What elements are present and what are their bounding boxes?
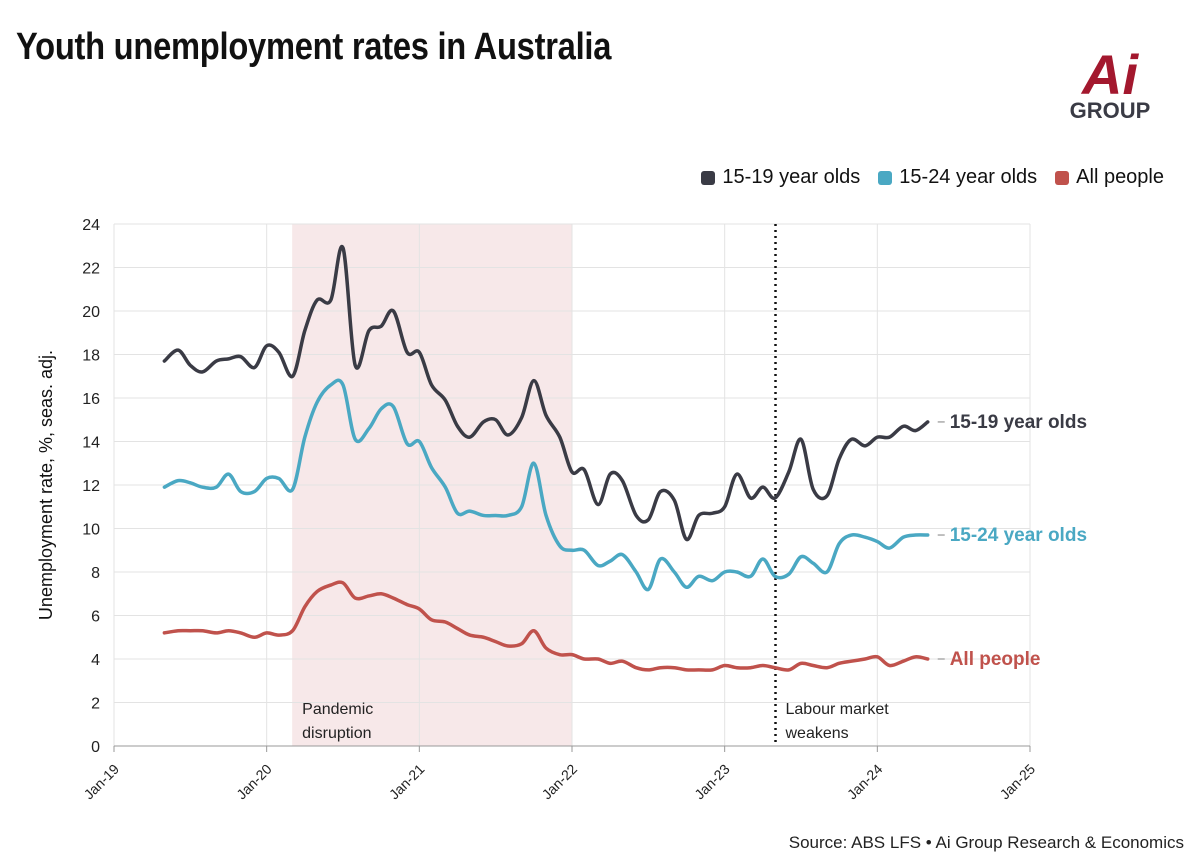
legend-swatch-teens — [701, 170, 716, 185]
x-tick-label: Jan-24 — [844, 761, 886, 803]
x-tick-label: Jan-23 — [691, 761, 733, 803]
y-tick-label: 22 — [82, 261, 100, 278]
x-tick-label: Jan-22 — [539, 761, 581, 803]
legend-item-all: All people — [1055, 166, 1164, 189]
y-tick-label: 18 — [82, 348, 100, 365]
end-label-all: All people — [950, 649, 1041, 670]
logo-group-text: GROUP — [1070, 98, 1150, 123]
legend-swatch-youth — [878, 170, 893, 185]
x-tick-label: Jan-19 — [81, 761, 123, 803]
y-tick-label: 16 — [82, 391, 100, 408]
y-tick-label: 2 — [91, 696, 100, 713]
pandemic-label: Pandemic disruption — [302, 701, 373, 742]
x-tick-label: Jan-21 — [386, 761, 428, 803]
ai-group-logo: Ai GROUP — [1070, 44, 1150, 124]
legend-label-all: All people — [1076, 166, 1164, 188]
end-label-youth: 15-24 year olds — [950, 525, 1087, 546]
legend-item-youth: 15-24 year olds — [878, 166, 1037, 189]
chart-title: Youth unemployment rates in Australia — [16, 26, 612, 68]
legend-swatch-all — [1055, 170, 1070, 185]
legend-label-youth: 15-24 year olds — [899, 166, 1038, 188]
y-tick-label: 10 — [82, 522, 100, 539]
y-tick-label: 6 — [91, 609, 100, 626]
legend-label-teens: 15-19 year olds — [722, 166, 861, 188]
y-tick-label: 24 — [82, 217, 100, 234]
labour-market-label: Labour market weakens — [785, 701, 890, 742]
y-tick-label: 14 — [82, 435, 100, 452]
logo-ai-text: Ai — [1080, 44, 1139, 106]
x-tick-label: Jan-25 — [997, 761, 1039, 803]
y-tick-label: 8 — [91, 565, 100, 582]
ai-group-logo-graphic: Ai GROUP — [1070, 44, 1150, 123]
series-line-teens — [162, 244, 930, 542]
series-line-all — [162, 580, 930, 672]
series-line-youth — [162, 378, 930, 592]
end-label-teens: 15-19 year olds — [950, 412, 1087, 433]
y-tick-label: 12 — [82, 478, 100, 495]
legend-item-teens: 15-19 year olds — [701, 166, 860, 189]
y-tick-label: 0 — [91, 739, 100, 756]
y-axis-title: Unemployment rate, %, seas. adj. — [36, 350, 56, 620]
x-tick-label: Jan-20 — [233, 761, 275, 803]
chart-legend: 15-19 year olds 15-24 year olds All peop… — [701, 166, 1164, 189]
source-note: Source: ABS LFS • Ai Group Research & Ec… — [788, 833, 1184, 852]
y-tick-label: 20 — [82, 304, 100, 321]
y-tick-label: 4 — [91, 652, 100, 669]
